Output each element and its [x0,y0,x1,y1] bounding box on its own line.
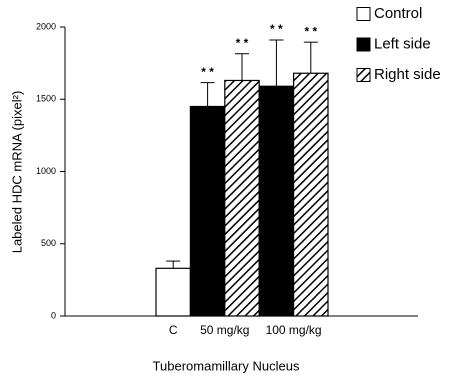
legend-label: Control [374,5,422,22]
y-tick-label: 0 [51,310,56,320]
bar [224,79,260,317]
legend-swatch [356,68,371,82]
x-tick-label: 100 mg/kg [266,323,322,337]
legend-swatch [356,7,371,21]
legend-label: Left side [374,35,431,52]
y-tick-label: 1000 [36,166,56,176]
y-tick-label: 2000 [36,21,56,31]
y-tick-label: 1500 [36,94,56,104]
y-tick-label: 500 [41,238,56,248]
legend-swatch [356,37,371,52]
bar [155,267,192,317]
bar [189,105,226,317]
significance-marker: * * [270,22,283,36]
legend-label: Right side [374,66,441,83]
x-tick-label: C [169,323,178,337]
significance-marker: * * [236,36,249,50]
bar [258,85,295,317]
bar [293,72,329,317]
significance-marker: * * [201,65,214,79]
x-axis-label: Tuberomamillary Nucleus [153,358,300,373]
significance-marker: * * [304,24,317,38]
x-tick-label: 50 mg/kg [200,323,249,337]
y-axis-label: Labeled HDC mRNA (pixel²) [9,91,24,254]
